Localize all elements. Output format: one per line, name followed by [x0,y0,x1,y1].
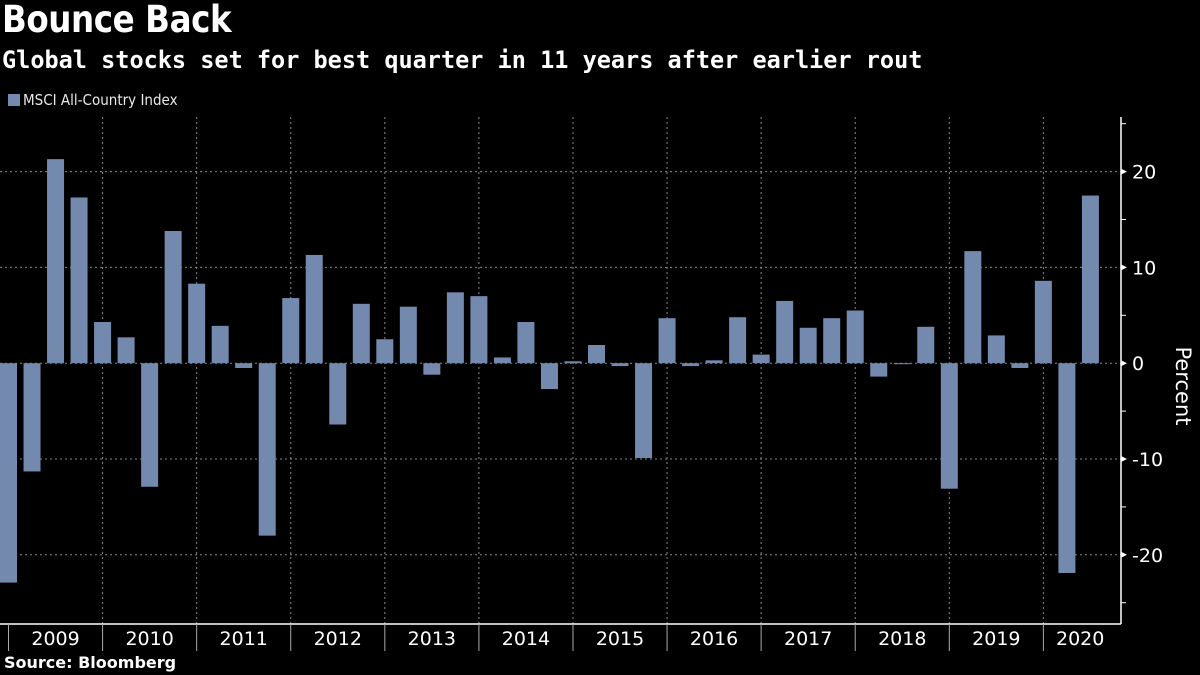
bar-2016-Q4 [752,354,770,364]
bar-2015-Q3 [635,363,653,459]
y-tick-label: 20 [1132,162,1156,184]
bar-2012-Q4 [376,339,394,364]
y-major-tick [1121,168,1127,175]
y-major-tick [1121,264,1127,271]
y-tick-label: 0 [1132,353,1144,375]
y-major-tick [1121,551,1127,558]
y-tick-label: 10 [1132,257,1156,279]
y-tick-label: -10 [1132,449,1163,471]
bar-2018-Q3 [917,326,935,364]
y-axis-label: Percent [1171,346,1195,425]
bar-2012-Q3 [352,303,370,364]
bar-2013-Q4 [470,296,488,364]
bar-2013-Q2 [423,363,441,375]
bar-2019-Q3 [1011,363,1029,368]
chart-subtitle: Global stocks set for best quarter in 11… [2,46,923,74]
bar-2008-Q4 [0,363,17,583]
bar-2015-Q4 [658,318,676,364]
bar-2015-Q1 [588,344,605,364]
x-tick-label: 2011 [220,628,268,650]
x-tick-label: 2019 [972,628,1020,650]
legend: MSCI All-Country Index [8,91,195,109]
bar-2018-Q2 [893,363,911,365]
x-tick-label: 2015 [596,628,644,650]
bar-2014-Q2 [517,322,535,364]
bar-2012-Q2 [329,363,347,425]
bar-2014-Q3 [540,363,558,390]
x-tick-label: 2020 [1056,628,1104,650]
bar-2010-Q1 [117,337,135,364]
bar-2009-Q3 [70,197,88,364]
x-tick-label: 2010 [125,628,173,650]
bar-2014-Q4 [564,361,582,364]
bar-2014-Q1 [493,357,511,364]
bar-2011-Q2 [235,363,253,368]
bar-2017-Q4 [846,310,864,364]
bars [0,159,1099,583]
bar-2018-Q1 [870,363,888,377]
axes: -20 -10 0 10 20 2009 2010 2011 2012 2013 2014 2015 2… [0,117,1163,651]
bar-2011-Q1 [211,325,229,364]
bar-2009-Q1 [23,363,41,472]
y-major-tick [1121,360,1127,367]
bar-2016-Q1 [682,363,700,367]
x-tick-label: 2017 [784,628,832,650]
bar-2016-Q3 [729,317,747,364]
bar-2017-Q1 [776,300,794,364]
bar-2009-Q2 [47,159,65,364]
x-tick-label: 2018 [878,628,926,650]
bar-2013-Q3 [446,292,464,364]
bar-2012-Q1 [305,254,323,364]
x-tick-label: 2009 [31,628,79,650]
legend-swatch [8,94,20,106]
bar-2010-Q2 [141,363,159,487]
bar-2009-Q4 [94,322,112,364]
bar-2016-Q2 [705,360,723,364]
x-tick-label: 2014 [502,628,550,650]
bar-2017-Q3 [823,318,841,364]
bar-2011-Q4 [282,298,300,364]
bar-2010-Q4 [188,283,206,364]
y-tick-label: -20 [1132,545,1163,567]
gridlines [0,117,1121,624]
bar-2020-Q2 [1081,195,1099,364]
bar-2017-Q2 [799,327,817,364]
bar-2018-Q4 [940,363,958,489]
x-tick-label: 2016 [690,628,738,650]
legend-label: MSCI All-Country Index [23,91,178,109]
bar-2020-Q1 [1058,363,1076,574]
bar-2019-Q2 [987,335,1005,364]
bar-2013-Q1 [399,306,417,364]
y-major-tick [1121,456,1127,462]
chart-title: Bounce Back [2,0,232,41]
bar-2010-Q3 [164,230,182,364]
bar-2019-Q1 [964,251,982,364]
source-note: Source: Bloomberg [4,653,177,672]
x-tick-label: 2012 [314,628,362,650]
x-tick-label: 2013 [408,628,456,650]
bar-2019-Q4 [1034,280,1052,364]
bar-2011-Q3 [258,363,276,536]
bar-2015-Q2 [611,363,629,367]
